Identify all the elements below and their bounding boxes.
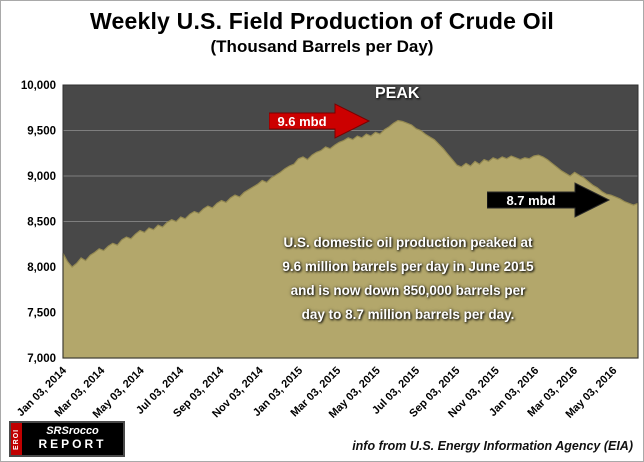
peak-arrow-shape	[269, 103, 371, 139]
chart-area: 7,000 7,500 8,000 8,500 9,000 9,500 10,000 Jan …	[1, 63, 643, 443]
y-tick-label: 9,000	[27, 171, 56, 183]
logo-text: SRSrocco REPORT	[22, 423, 123, 455]
y-tick-label: 7,500	[27, 308, 56, 320]
srsrocco-report-logo: EROI SRSrocco REPORT	[9, 421, 125, 457]
logo-name: SRSrocco	[46, 425, 99, 437]
y-tick-label: 7,000	[27, 353, 56, 365]
logo-name-report: REPORT	[38, 436, 107, 451]
annotation-line: 9.6 million barrels per day in June 2015	[282, 259, 534, 274]
source-credit: info from U.S. Energy Information Agency…	[352, 439, 633, 453]
chart-subtitle: (Thousand Barrels per Day)	[210, 37, 434, 56]
y-tick-label: 8,000	[27, 262, 56, 274]
annotation-line: day to 8.7 million barrels per day.	[301, 307, 515, 322]
current-arrow: 8.7 mbd	[487, 182, 611, 218]
eroi-badge: EROI	[11, 423, 22, 455]
annotation-line: U.S. domestic oil production peaked at	[283, 235, 533, 250]
peak-arrow: 9.6 mbd	[269, 103, 371, 139]
plot-border	[62, 84, 639, 359]
chart-title: Weekly U.S. Field Production of Crude Oi…	[90, 8, 554, 34]
y-tick-label: 10,000	[21, 80, 56, 92]
peak-label: PEAK	[375, 85, 420, 102]
current-arrow-shape	[487, 182, 611, 218]
current-arrow-value: 8.7 mbd	[506, 193, 555, 208]
production-area-series	[62, 119, 639, 359]
y-tick-label: 8,500	[27, 217, 56, 229]
peak-arrow-value: 9.6 mbd	[277, 114, 326, 129]
annotation-text: U.S. domestic oil production peaked at 9…	[223, 231, 593, 327]
annotation-line: and is now down 850,000 barrels per	[290, 283, 526, 298]
y-tick-label: 9,500	[27, 126, 56, 138]
